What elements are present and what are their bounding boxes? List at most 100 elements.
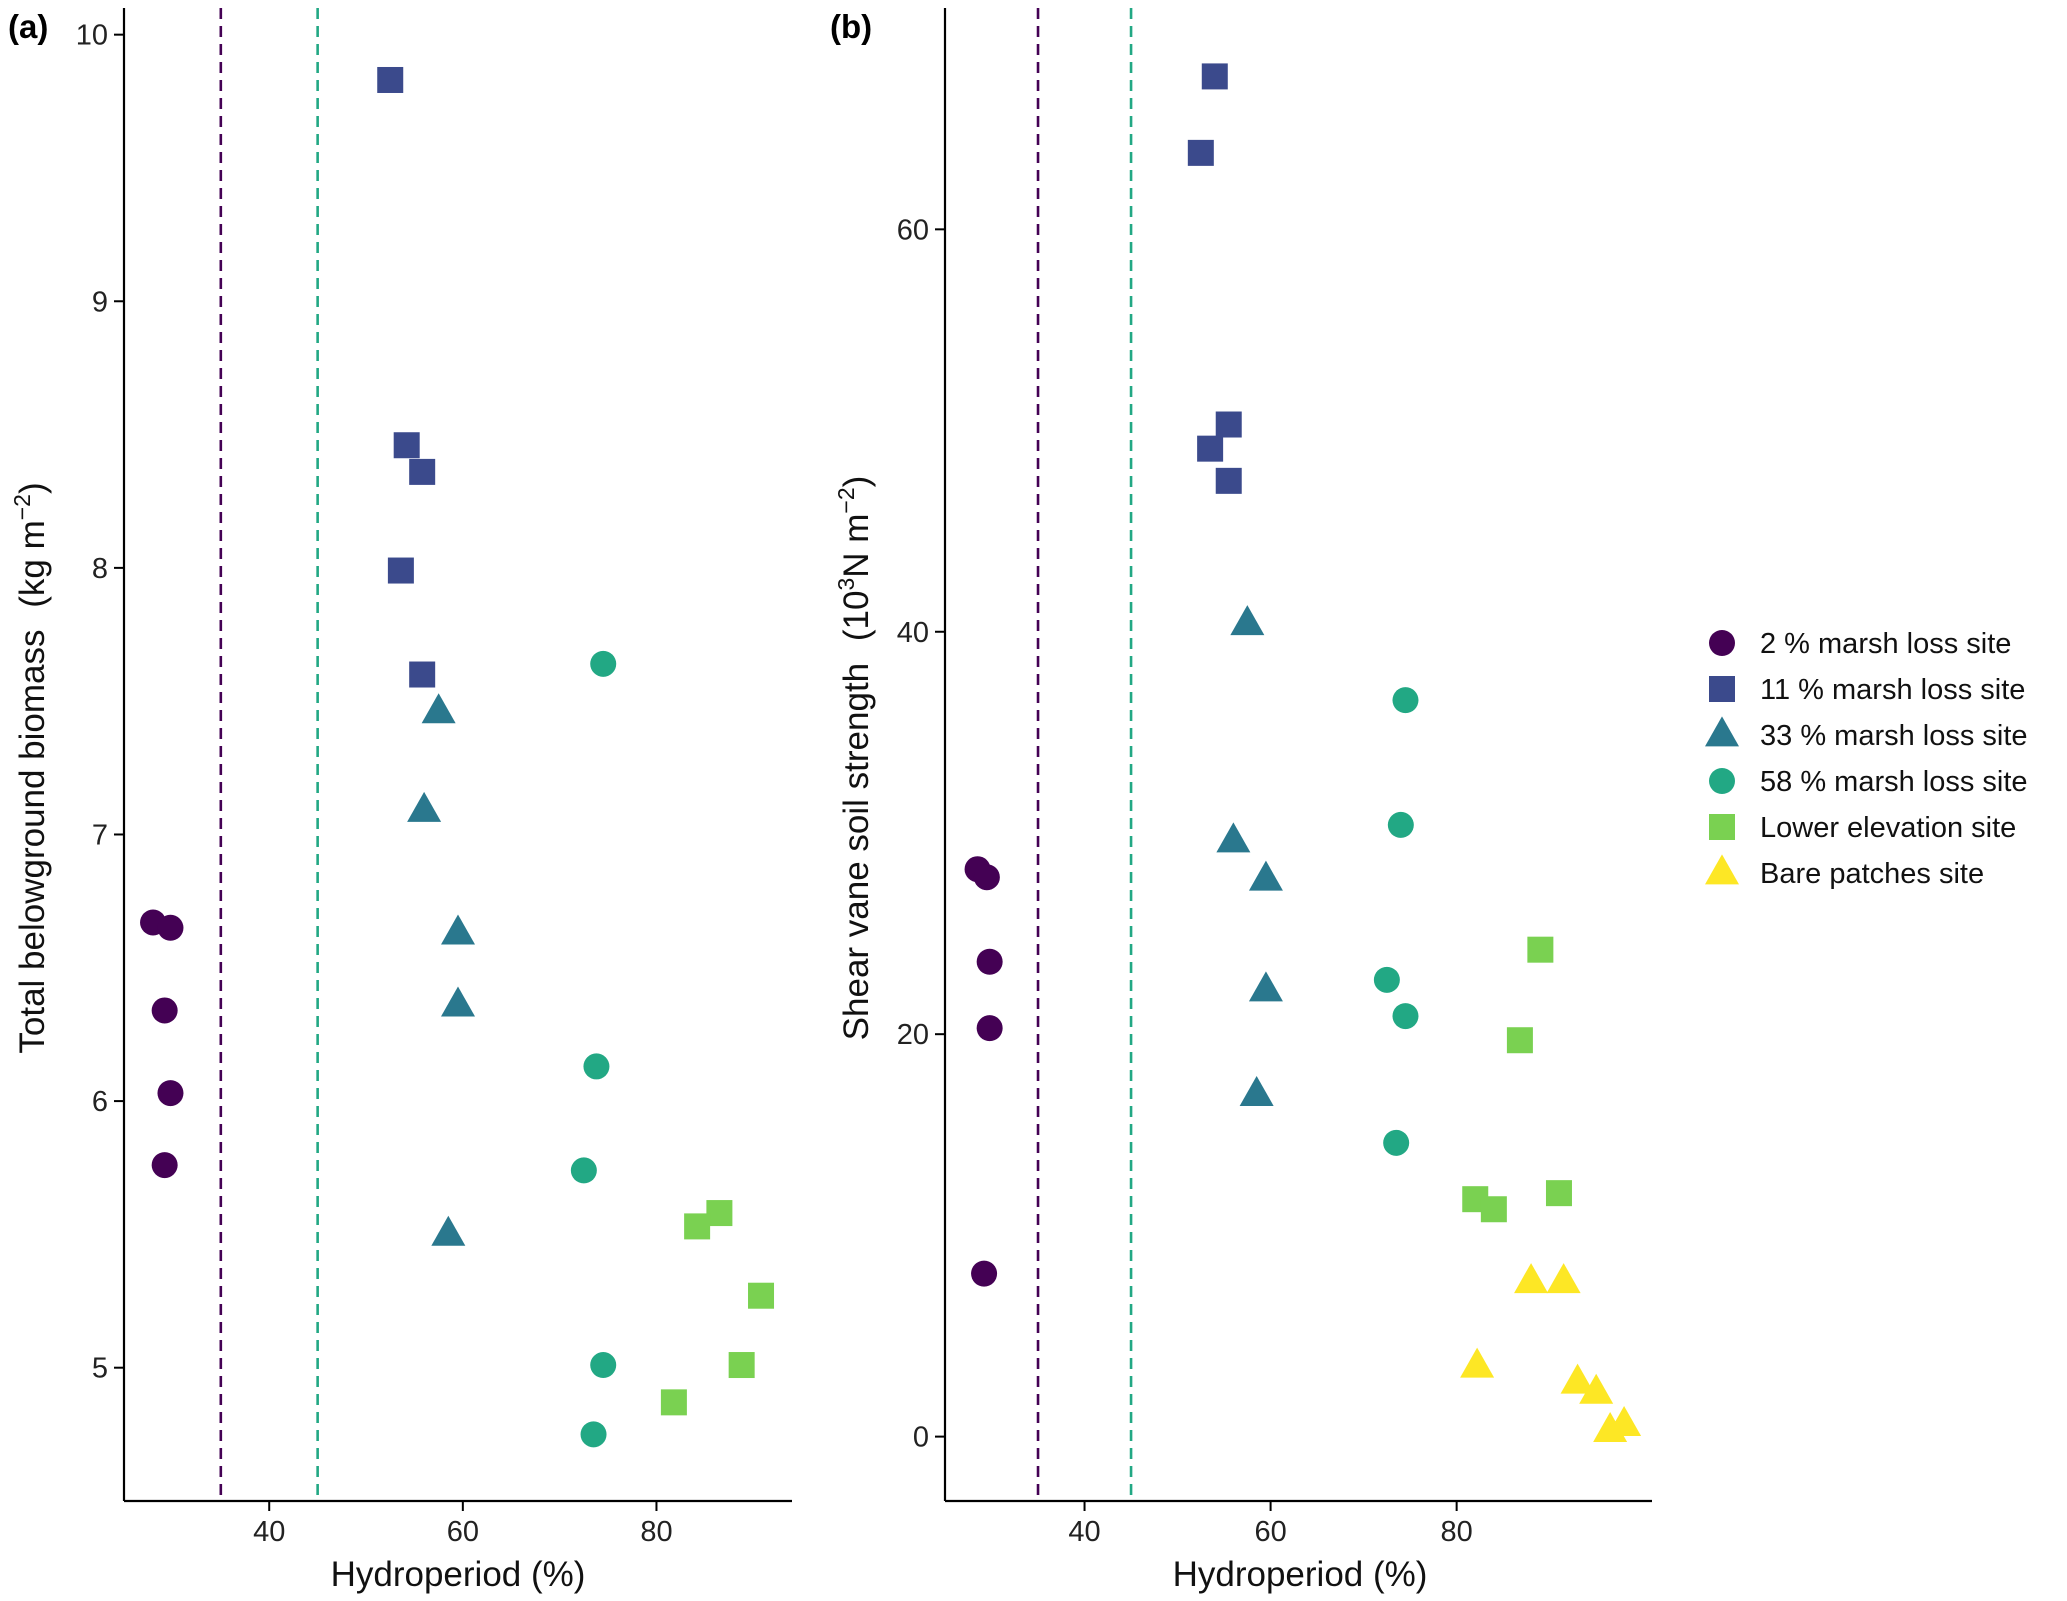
panel-b-point-s1-2 (973, 864, 1000, 891)
legend-key-6 (1705, 854, 1739, 885)
panel-b-point-s2-4 (1197, 435, 1224, 462)
panel-a-point-s5-2 (684, 1213, 711, 1240)
panel-a-ylabel-main: Total belowground biomass (13, 629, 52, 1053)
panel-a-ylabel: Total belowground biomass (kg m−2) (9, 482, 52, 1053)
panel-b-point-s6-4 (1560, 1363, 1595, 1394)
panel-a-y-tick-label-5: 5 (92, 1353, 108, 1385)
panel-a-point-s3-1 (421, 693, 456, 724)
panel-a-x-tick-label-80: 80 (640, 1516, 672, 1548)
panel-a-axes: 40 60 80 5 6 7 8 9 10 (76, 8, 792, 1548)
panel-b-point-s3-5 (1239, 1075, 1274, 1106)
panel-b-point-s2-1 (1201, 63, 1228, 90)
panel-a-point-s2-3 (409, 458, 436, 485)
panel-b-point-s5-5 (1480, 1196, 1507, 1223)
panel-b-point-s3-3 (1248, 860, 1283, 891)
panel-b-xlabel: Hydroperiod (%) (1173, 1555, 1428, 1594)
panel-b-point-s5-2 (1506, 1027, 1533, 1054)
legend: 2 % marsh loss site 11 % marsh loss site 3… (1705, 628, 2028, 890)
panel-b-point-s5-1 (1527, 936, 1554, 963)
panel-b-ylabel-close: ) (837, 476, 876, 488)
panel-b-ylabel-main: Shear vane soil strength (837, 663, 876, 1040)
panel-a-y-tick-label-8: 8 (92, 553, 108, 585)
panel-b-x-tick-label-60: 60 (1254, 1516, 1286, 1548)
panel-a-point-s2-5 (409, 661, 436, 688)
panel-a-point-s2-2 (393, 432, 420, 459)
panel-b-ylabel-unit2: N m (837, 514, 876, 578)
panel-b-point-s6-3 (1460, 1347, 1495, 1378)
panel-b-y-tick-label-60: 60 (897, 214, 929, 246)
panel-b-point-s3-2 (1216, 822, 1251, 853)
panel-a-point-s4-1 (590, 650, 617, 677)
panel-a-point-s4-3 (570, 1157, 597, 1184)
panel-a-point-s1-4 (157, 1080, 184, 1107)
panel-a-point-s3-5 (431, 1215, 466, 1246)
panel-a-y-tick-label-7: 7 (92, 819, 108, 851)
panel-a-point-s5-5 (660, 1389, 687, 1416)
panel-a: 40 60 80 5 6 7 8 9 10 (a) Hydroperiod (%) Total … (8, 8, 792, 1594)
panel-a-point-s1-5 (151, 1152, 178, 1179)
panel-b-point-s3-4 (1248, 971, 1283, 1002)
panel-a-point-s1-3 (151, 997, 178, 1024)
panel-a-point-s3-3 (441, 914, 475, 945)
legend-key-1 (1709, 630, 1735, 656)
panel-b-point-s2-3 (1215, 411, 1242, 438)
panel-b-point-s2-2 (1187, 139, 1214, 166)
panel-b-point-s5-3 (1545, 1180, 1572, 1207)
panel-b-label: (b) (830, 8, 872, 45)
panel-a-x-tick-label-40: 40 (253, 1516, 285, 1548)
panel-b-point-s1-3 (976, 948, 1003, 975)
panel-a-y-tick-label-6: 6 (92, 1086, 108, 1118)
legend-label-6: Bare patches site (1760, 858, 1984, 890)
panel-b-point-s4-4 (1392, 1003, 1419, 1030)
panel-b-point-s4-3 (1373, 966, 1400, 993)
legend-label-4: 58 % marsh loss site (1760, 766, 2028, 798)
panel-a-y-tick-label-9: 9 (92, 286, 108, 318)
legend-key-4 (1709, 768, 1735, 794)
panel-a-point-s4-5 (580, 1421, 607, 1448)
panel-a-point-s2-4 (387, 557, 414, 584)
panel-a-point-s3-4 (441, 986, 475, 1017)
panel-b-point-s6-5 (1579, 1373, 1614, 1404)
panel-b-point-s6-7 (1607, 1405, 1642, 1436)
panel-a-point-s5-1 (706, 1200, 733, 1227)
panel-b-point-s1-4 (976, 1015, 1003, 1042)
panel-b-point-s3-1 (1230, 605, 1265, 636)
legend-key-3 (1705, 716, 1739, 747)
legend-key-5 (1709, 814, 1735, 840)
panel-a-label: (a) (8, 8, 48, 45)
panel-b-point-s1-5 (971, 1260, 998, 1287)
panel-a-ylabel-unit: (kg m (13, 520, 52, 608)
panel-a-point-s5-3 (748, 1282, 775, 1309)
panel-b-point-s4-1 (1392, 687, 1419, 714)
panel-a-point-s5-4 (728, 1352, 755, 1379)
panel-b-y-tick-label-40: 40 (897, 617, 929, 649)
panel-a-ylabel-sup: −2 (9, 494, 35, 520)
panel-b-x-tick-label-40: 40 (1068, 1516, 1100, 1548)
panel-a-point-s3-2 (407, 791, 442, 822)
legend-label-5: Lower elevation site (1760, 812, 2016, 844)
legend-label-2: 11 % marsh loss site (1760, 674, 2025, 706)
panel-a-point-s1-2 (157, 914, 184, 941)
panel-b-point-s4-2 (1387, 811, 1414, 838)
panel-b-y-tick-label-0: 0 (913, 1422, 929, 1454)
panel-b-point-s4-5 (1383, 1129, 1410, 1156)
panel-b-point-s6-2 (1546, 1263, 1581, 1294)
panel-b-point-s2-5 (1215, 467, 1242, 494)
panel-a-y-tick-label-10: 10 (76, 20, 108, 52)
panel-b-ylabel-sup1: 3 (833, 578, 859, 591)
panel-a-point-s4-4 (590, 1352, 617, 1379)
panel-a-xlabel: Hydroperiod (%) (331, 1555, 586, 1594)
panel-b-axes: 40 60 80 0 20 40 60 (897, 8, 1652, 1548)
legend-label-3: 33 % marsh loss site (1760, 720, 2028, 752)
panel-b: 40 60 80 0 20 40 60 (b) Hydroperiod (%) Shear … (830, 8, 1652, 1594)
panel-b-x-tick-label-80: 80 (1441, 1516, 1473, 1548)
panel-a-point-s2-1 (377, 66, 404, 93)
panel-b-marks (964, 8, 1642, 1501)
panel-b-y-tick-label-20: 20 (897, 1019, 929, 1051)
panel-b-ylabel-sup: −2 (833, 487, 859, 513)
panel-b-ylabel: Shear vane soil strength (103N m−2) (833, 476, 876, 1041)
legend-label-1: 2 % marsh loss site (1760, 628, 2011, 660)
panel-a-point-s4-2 (583, 1053, 610, 1080)
legend-key-2 (1709, 676, 1735, 702)
